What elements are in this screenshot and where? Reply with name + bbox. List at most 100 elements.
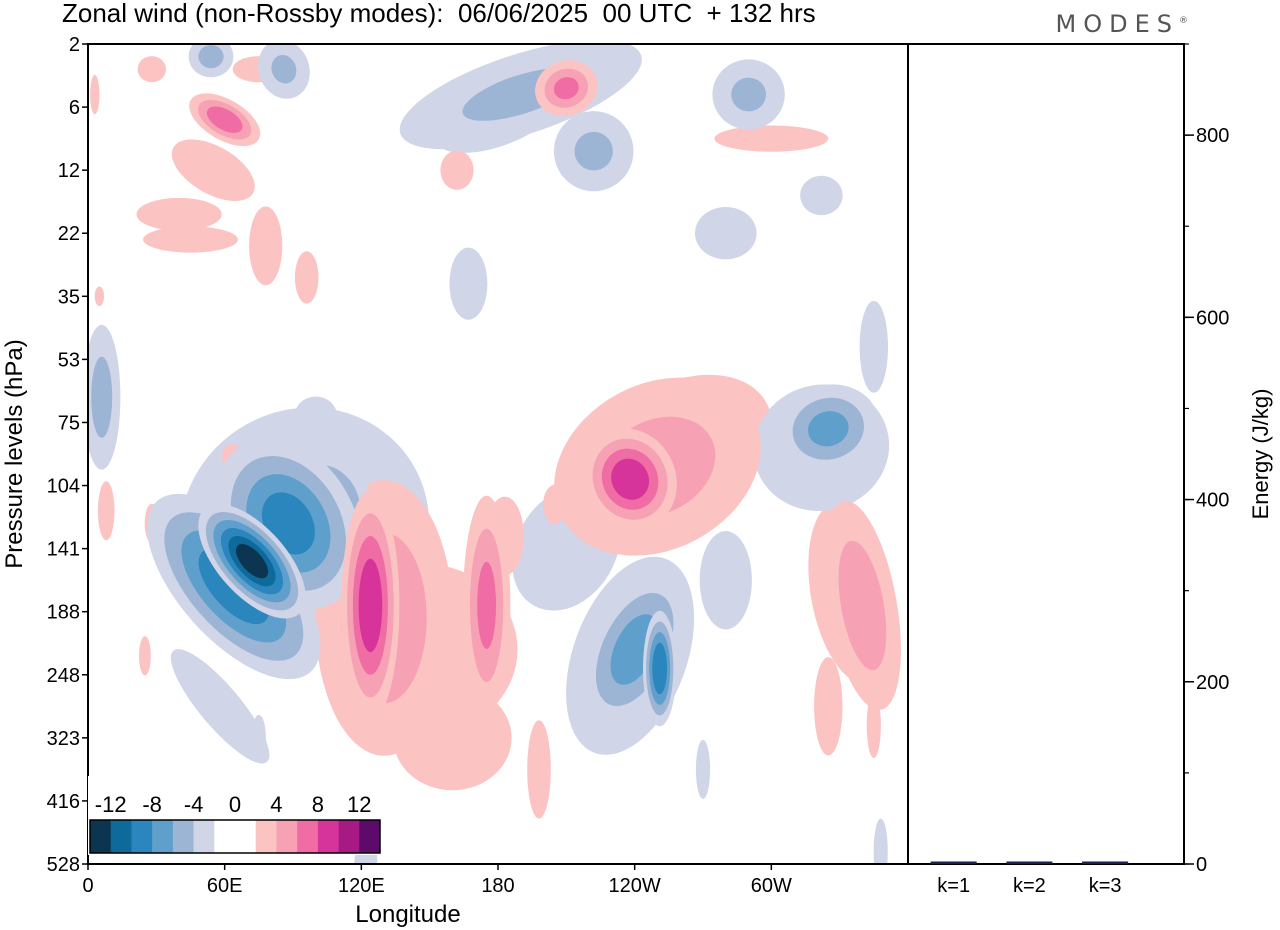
logo-text: MODES xyxy=(1055,10,1179,38)
wind-contour-18 xyxy=(171,139,255,201)
colorbar-tick-label: 12 xyxy=(347,792,371,817)
wind-contour-19 xyxy=(136,197,222,231)
wind-contour-56 xyxy=(553,77,579,100)
wind-contour-46 xyxy=(731,77,766,112)
wind-contour-20 xyxy=(143,226,238,253)
colorbar-swatch xyxy=(235,820,257,853)
y-tick-label: 104 xyxy=(47,476,80,498)
wind-contour-2 xyxy=(695,207,757,260)
bar-y-axis-label: Energy (J/kg) xyxy=(1248,389,1273,520)
wind-contour-7 xyxy=(699,531,752,630)
wind-contour-32 xyxy=(139,636,151,676)
colorbar-swatch xyxy=(338,820,360,853)
chart-title: Zonal wind (non-Rossby modes): 06/06/202… xyxy=(62,0,816,28)
wind-contour-40 xyxy=(170,649,270,764)
y-tick-label: 35 xyxy=(58,286,80,308)
wind-contour-47 xyxy=(271,54,297,84)
x-tick-label: 60W xyxy=(751,875,792,897)
y-tick-label: 323 xyxy=(47,728,80,750)
y-tick-label: 75 xyxy=(58,412,80,434)
colorbar-tick-label: -12 xyxy=(95,792,127,817)
colorbar-frame xyxy=(89,819,381,854)
y-axis-label: Pressure levels (hPa) xyxy=(1,339,28,568)
colorbar-tick-label: 0 xyxy=(229,792,241,817)
wind-contour-9 xyxy=(873,818,888,864)
wind-contour-28 xyxy=(814,657,843,756)
y-tick-label: 22 xyxy=(58,223,80,245)
colorbar-swatch xyxy=(193,820,215,853)
colorbar-swatch xyxy=(131,820,153,853)
colorbar-swatch xyxy=(276,820,298,853)
y-tick-label: 6 xyxy=(69,97,80,119)
wind-contour-54 xyxy=(807,411,849,447)
bar-y-tick-label: 600 xyxy=(1196,307,1229,329)
zonal-wind-field xyxy=(88,44,908,864)
bar-category-label: k=3 xyxy=(1089,875,1122,897)
colorbar-swatch xyxy=(214,820,236,853)
colorbar-tick-label: 4 xyxy=(270,792,282,817)
bar-y-tick-label: 800 xyxy=(1196,125,1229,147)
colorbar-swatch xyxy=(297,820,319,853)
bar-plot-frame xyxy=(907,43,1185,865)
wind-contour-55 xyxy=(477,561,496,650)
bar-y-tick-label: 400 xyxy=(1196,490,1229,512)
wind-contour-37 xyxy=(294,251,319,304)
colorbar-swatch xyxy=(152,820,174,853)
wind-contour-1 xyxy=(449,247,488,320)
wind-contour-30 xyxy=(97,481,115,541)
colorbar-tick-label: 8 xyxy=(312,792,324,817)
colorbar-swatch xyxy=(110,820,132,853)
main-axes: 2 6 12 22 35 53 75 104 141 188 248 323 416 528 Pressur… xyxy=(1,34,909,928)
wind-contour-59 xyxy=(206,106,243,133)
energy-bar xyxy=(1006,861,1053,864)
colorbar-swatch xyxy=(317,820,339,853)
wind-contour-25 xyxy=(137,56,166,83)
bar-category-label: k=2 xyxy=(1013,875,1046,897)
colorbar: -12 -8 -4 0 4 8 12 xyxy=(88,776,382,855)
x-tick-label: 180 xyxy=(481,875,514,897)
energy-bar xyxy=(1082,861,1129,864)
x-tick-label: 120W xyxy=(609,875,661,897)
x-tick-label: 60E xyxy=(207,875,243,897)
energy-bar-panel: 0 200 400 600 800 Energy (J/kg) k=1 k=2 k=3 xyxy=(907,43,1273,897)
wind-contour-62 xyxy=(358,558,383,653)
colorbar-swatch xyxy=(172,820,194,853)
wind-contour-45 xyxy=(574,131,613,171)
wind-contour-52 xyxy=(838,540,887,671)
wind-contour-64 xyxy=(652,642,668,695)
colorbar-swatch xyxy=(255,820,277,853)
wind-contour-65 xyxy=(235,544,269,579)
wind-contour-3 xyxy=(800,175,843,216)
logo-mark: ® xyxy=(1179,16,1188,26)
x-axis-label: Longitude xyxy=(355,901,460,928)
bar-y-tick-label: 200 xyxy=(1196,672,1229,694)
colorbar-swatch xyxy=(359,820,381,853)
y-tick-label: 248 xyxy=(47,665,80,687)
y-tick-label: 528 xyxy=(47,854,80,876)
y-tick-label: 188 xyxy=(47,602,80,624)
wind-contour-35 xyxy=(90,74,100,115)
wind-contour-49 xyxy=(198,45,224,69)
x-tick-label: 0 xyxy=(82,875,93,897)
bar-category-label: k=1 xyxy=(937,875,970,897)
y-tick-label: 2 xyxy=(69,34,80,56)
y-tick-label: 12 xyxy=(58,160,80,182)
y-tick-label: 416 xyxy=(47,791,80,813)
y-tick-label: 53 xyxy=(58,349,80,371)
x-tick-label: 120E xyxy=(338,875,385,897)
modes-logo: MODES® xyxy=(1056,10,1188,38)
y-tick-label: 141 xyxy=(47,539,80,561)
wind-contour-48 xyxy=(91,356,113,438)
energy-bar xyxy=(930,861,977,864)
wind-contour-22 xyxy=(714,125,829,152)
wind-contour-23 xyxy=(440,150,474,190)
colorbar-swatch xyxy=(90,820,112,853)
wind-contour-63 xyxy=(611,458,650,500)
wind-contour-10 xyxy=(695,739,711,799)
colorbar-tick-label: -4 xyxy=(184,792,204,817)
colorbar-tick-label: -8 xyxy=(142,792,162,817)
wind-contour-4 xyxy=(859,300,888,393)
bar-y-tick-label: 0 xyxy=(1196,854,1207,876)
